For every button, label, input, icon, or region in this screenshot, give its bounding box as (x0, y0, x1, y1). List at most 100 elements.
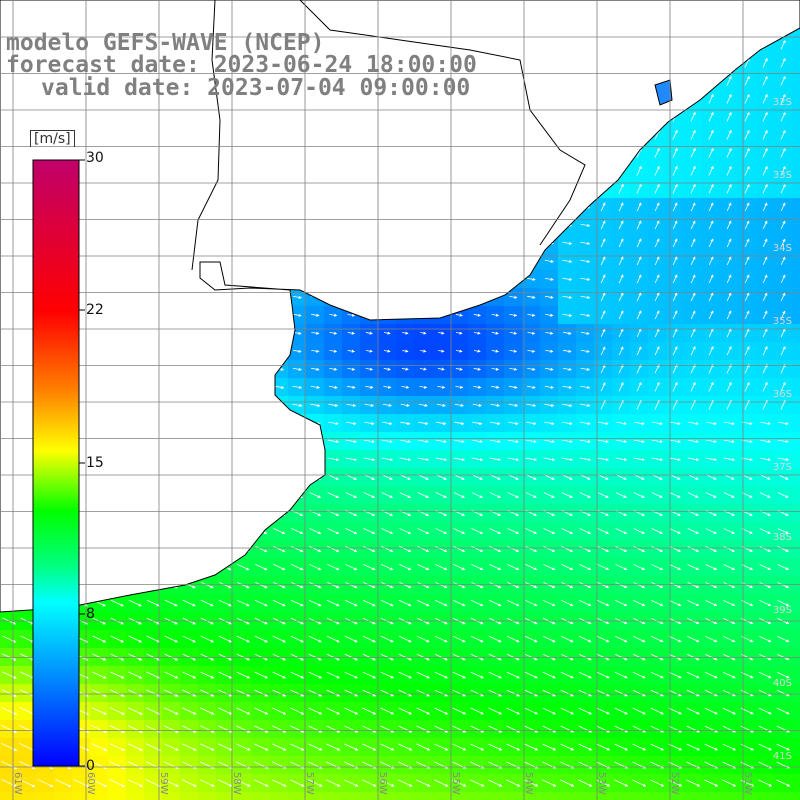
field-cell (558, 342, 577, 361)
field-cell (612, 342, 631, 361)
field-cell (774, 360, 793, 379)
field-cell (738, 198, 757, 217)
field-cell (432, 396, 451, 415)
field-cell (504, 324, 523, 343)
field-cell (666, 234, 685, 253)
field-cell (684, 378, 703, 397)
field-cell (450, 360, 469, 379)
field-cell (666, 180, 685, 199)
field-cell (684, 414, 703, 433)
field-cell (558, 432, 577, 451)
field-cell (504, 792, 523, 800)
field-cell (666, 432, 685, 451)
field-cell (702, 162, 721, 181)
field-cell (756, 414, 775, 433)
field-cell (432, 378, 451, 397)
field-cell (702, 378, 721, 397)
field-cell (540, 378, 559, 397)
lat-label: 33S (772, 170, 792, 181)
field-cell (702, 108, 721, 127)
field-cell (360, 414, 379, 433)
field-cell (612, 414, 631, 433)
field-cell (792, 54, 800, 73)
field-cell (576, 342, 595, 361)
field-cell (540, 396, 559, 415)
field-cell (720, 144, 739, 163)
field-cell (648, 792, 667, 800)
field-cell (774, 144, 793, 163)
field-cell (720, 306, 739, 325)
field-cell (792, 612, 800, 631)
field-cell (432, 414, 451, 433)
field-cell (630, 414, 649, 433)
field-cell (378, 342, 397, 361)
field-cell (594, 360, 613, 379)
field-cell (684, 144, 703, 163)
field-cell (558, 360, 577, 379)
field-cell (684, 396, 703, 415)
field-cell (738, 324, 757, 343)
field-cell (774, 378, 793, 397)
field-cell (306, 378, 325, 397)
field-cell (630, 162, 649, 181)
field-cell (540, 270, 559, 289)
field-cell (774, 414, 793, 433)
field-cell (684, 252, 703, 271)
field-cell (792, 558, 800, 577)
field-cell (774, 450, 793, 469)
field-cell (792, 504, 800, 523)
lat-label: 39S (772, 605, 792, 616)
field-cell (612, 450, 631, 469)
field-cell (450, 378, 469, 397)
field-cell (738, 270, 757, 289)
field-cell (756, 360, 775, 379)
field-cell (630, 450, 649, 469)
field-cell (396, 450, 415, 469)
colorbar-tick-label: 8 (86, 606, 95, 622)
field-cell (738, 252, 757, 271)
field-cell (594, 342, 613, 361)
field-cell (612, 360, 631, 379)
field-cell (540, 324, 559, 343)
field-cell (414, 450, 433, 469)
field-cell (720, 162, 739, 181)
field-cell (792, 522, 800, 541)
field-cell (720, 252, 739, 271)
field-cell (558, 396, 577, 415)
colorbar (32, 159, 80, 767)
field-cell (612, 378, 631, 397)
field-cell (666, 396, 685, 415)
lon-label: 60W (85, 772, 96, 795)
field-cell (54, 792, 73, 800)
lat-label: 35S (772, 316, 792, 327)
field-cell (432, 324, 451, 343)
lon-label: 61W (12, 772, 23, 795)
field-cell (558, 378, 577, 397)
field-cell (576, 288, 595, 307)
field-cell (720, 342, 739, 361)
field-cell (468, 342, 487, 361)
field-cell (648, 252, 667, 271)
field-cell (594, 306, 613, 325)
field-cell (684, 342, 703, 361)
colorbar-units: [m/s] (30, 130, 75, 147)
field-cell (738, 288, 757, 307)
field-cell (558, 324, 577, 343)
field-cell (792, 252, 800, 271)
field-cell (414, 342, 433, 361)
field-cell (342, 432, 361, 451)
field-cell (756, 216, 775, 235)
field-cell (756, 432, 775, 451)
field-cell (540, 306, 559, 325)
lat-label: 37S (772, 462, 792, 473)
field-cell (396, 360, 415, 379)
field-cell (486, 414, 505, 433)
field-cell (396, 342, 415, 361)
field-cell (612, 324, 631, 343)
field-cell (630, 270, 649, 289)
field-cell (306, 306, 325, 325)
field-cell (720, 360, 739, 379)
field-cell (792, 36, 800, 55)
field-cell (720, 396, 739, 415)
field-cell (738, 342, 757, 361)
